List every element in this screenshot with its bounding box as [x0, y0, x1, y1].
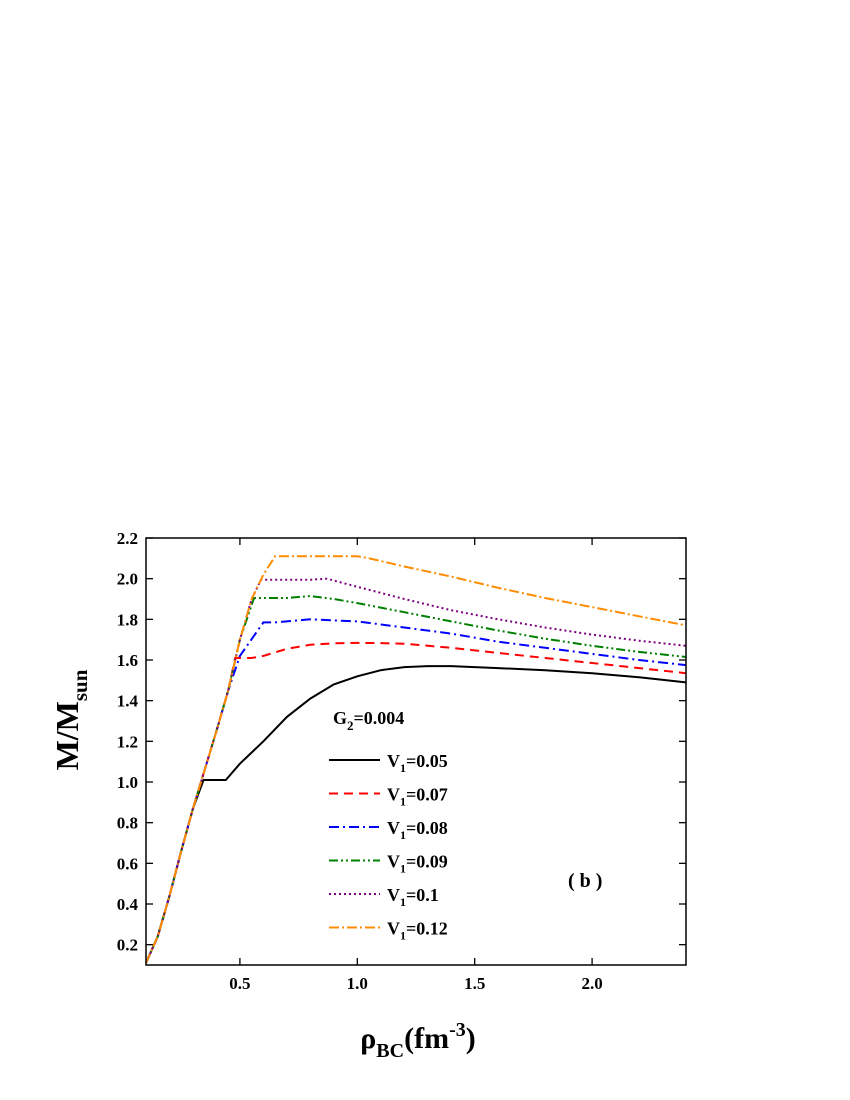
series-lines: [146, 555, 686, 964]
y-tick-label: 0.6: [117, 854, 138, 873]
series-line-V1-0-08: [146, 618, 686, 964]
y-tick-label: 0.8: [117, 814, 138, 833]
y-tick-label: 0.2: [117, 936, 138, 955]
legend-label: V1=0.09: [387, 852, 448, 876]
x-tick-label: 1.0: [347, 974, 368, 993]
y-axis-label: M/Msun: [49, 669, 92, 770]
legend-label: V1=0.12: [387, 919, 448, 943]
legend-label: V1=0.08: [387, 818, 448, 842]
legend-label: V1=0.07: [387, 785, 448, 809]
plot-frame: [145, 537, 687, 966]
y-tick-label: 1.8: [117, 610, 138, 629]
legend: G2=0.004 V1=0.05 V1=0.07 V1=0.08 V1=0.09 V1=…: [329, 708, 448, 943]
x-tick-label: 0.5: [229, 974, 250, 993]
x-tick-label: 2.0: [581, 974, 602, 993]
y-tick-label: 1.0: [117, 773, 138, 792]
legend-label: V1=0.05: [387, 751, 448, 775]
y-tick-label: 1.2: [117, 732, 138, 751]
y-tick-label: 1.6: [117, 651, 138, 670]
y-tick-label: 1.4: [117, 692, 139, 711]
x-axis-label: ρBC(fm-3): [360, 1019, 476, 1062]
series-line-V1-0-12: [146, 555, 686, 964]
legend-label: V1=0.1: [387, 885, 439, 909]
y-tick-label: 0.4: [117, 895, 139, 914]
y-tick-label: 2.2: [117, 529, 138, 548]
x-tick-label: 1.5: [464, 974, 485, 993]
y-tick-label: 2.0: [117, 570, 138, 589]
legend-title: G2=0.004: [333, 708, 404, 733]
panel-label: ( b ): [568, 870, 602, 892]
axis-ticks: 0.5 1.0 1.5 2.0 0.2 0.4 0.6 0.8 1.0 1.2 1.4 1.6 1.8 2…: [117, 529, 686, 993]
